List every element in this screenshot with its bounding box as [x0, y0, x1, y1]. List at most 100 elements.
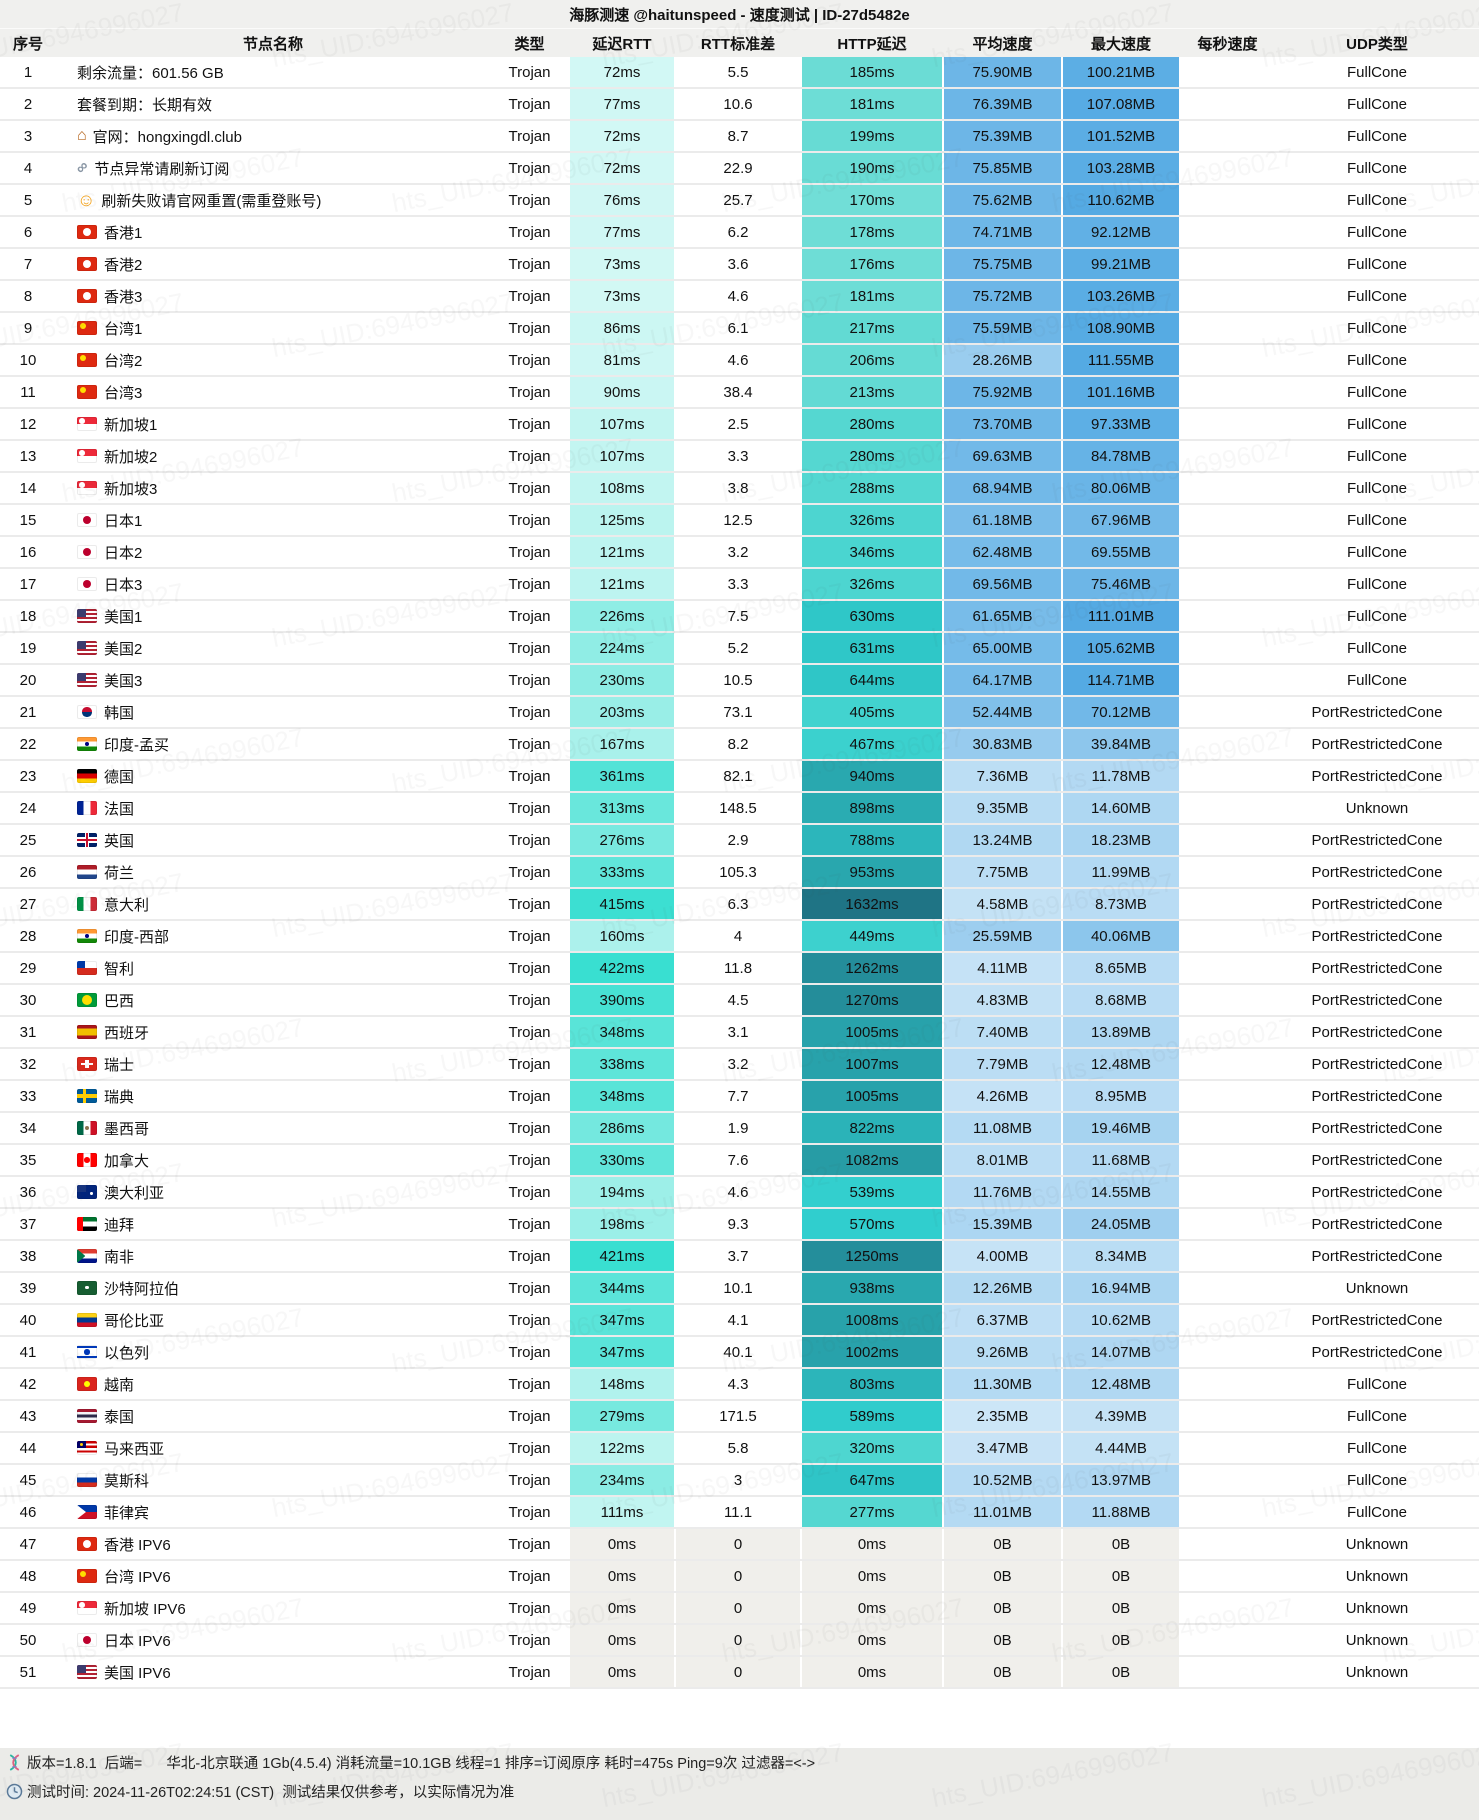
rtt-stddev-cell: 10.5: [675, 665, 801, 695]
node-name-cell: 马来西亚: [56, 1433, 490, 1463]
rtt-stddev-value: 0: [676, 1657, 800, 1687]
page-title: 海豚测速 @haitunspeed - 速度测试 | ID-27d5482e: [569, 6, 910, 24]
row-index-cell: 34: [19, 1119, 37, 1137]
table-row: 16 日本2 Trojan 121ms 3.2 346ms 62.48MB 69.55MB Fu…: [0, 537, 1479, 569]
http-latency-value: 0ms: [802, 1593, 942, 1623]
max-speed-cell: 8.65MB: [1062, 953, 1180, 983]
row-index-cell: 46: [19, 1503, 37, 1521]
http-latency-cell: 326ms: [801, 569, 943, 599]
max-speed-cell: 13.89MB: [1062, 1017, 1180, 1047]
avg-speed-cell: 75.39MB: [943, 121, 1062, 151]
latency-rtt-cell: 390ms: [569, 985, 675, 1015]
node-name-cell: 荷兰: [56, 857, 490, 887]
rtt-stddev-value: 12.5: [723, 511, 753, 529]
max-speed-cell: 97.33MB: [1062, 409, 1180, 439]
udp-type-cell: PortRestrictedCone: [1311, 1343, 1443, 1361]
table-row: 1 剩余流量：601.56 GB Trojan 72ms 5.5 185ms 75.90MB…: [0, 57, 1479, 89]
node-name-cell: 瑞士: [56, 1049, 490, 1079]
latency-rtt-value: 338ms: [570, 1049, 674, 1079]
protocol-type-cell: Trojan: [508, 831, 551, 849]
latency-rtt-cell: 121ms: [569, 569, 675, 599]
latency-rtt-value: 107ms: [570, 441, 674, 471]
latency-rtt-value: 203ms: [570, 697, 674, 727]
protocol-type-cell: Trojan: [508, 1375, 551, 1393]
http-latency-value: 277ms: [802, 1497, 942, 1527]
rtt-stddev-value: 2.9: [727, 831, 749, 849]
avg-speed-value: 7.75MB: [944, 857, 1061, 887]
rtt-stddev-value: 4.1: [727, 1311, 749, 1329]
latency-rtt-cell: 107ms: [569, 409, 675, 439]
column-header-0: 序号: [12, 35, 43, 53]
rtt-stddev-cell: 25.7: [675, 185, 801, 215]
node-name-cell: 美国3: [56, 665, 490, 695]
rtt-stddev-cell: 8.7: [675, 121, 801, 151]
avg-speed-value: 4.00MB: [944, 1241, 1061, 1271]
protocol-type-cell: Trojan: [508, 127, 551, 145]
max-speed-cell: 13.97MB: [1062, 1465, 1180, 1495]
table-row: 11 台湾3 Trojan 90ms 38.4 213ms 75.92MB 101.16MB F…: [0, 377, 1479, 409]
max-speed-cell: 11.78MB: [1062, 761, 1180, 791]
table-row: 35 加拿大 Trojan 330ms 7.6 1082ms 8.01MB 11.68MB Po…: [0, 1145, 1479, 1177]
row-index-cell: 45: [19, 1471, 37, 1489]
per-second-speed-cell: [1180, 1625, 1275, 1655]
protocol-type-cell: Trojan: [508, 959, 551, 977]
table-row: 44 马来西亚 Trojan 122ms 5.8 320ms 3.47MB 4.44MB Ful…: [0, 1433, 1479, 1465]
row-index-cell: 41: [19, 1343, 37, 1361]
http-latency-value: 280ms: [802, 441, 942, 471]
protocol-type-cell: Trojan: [508, 607, 551, 625]
node-name-label: 马来西亚: [104, 1440, 165, 1458]
avg-speed-cell: 7.79MB: [943, 1049, 1062, 1079]
node-name-cell: 莫斯科: [56, 1465, 490, 1495]
latency-rtt-cell: 0ms: [569, 1561, 675, 1591]
udp-type-cell: PortRestrictedCone: [1311, 767, 1443, 785]
row-index-cell: 36: [19, 1183, 37, 1201]
rtt-stddev-value: 10.6: [723, 95, 753, 113]
table-row: 29 智利 Trojan 422ms 11.8 1262ms 4.11MB 8.65MB Por…: [0, 953, 1479, 985]
avg-speed-cell: 73.70MB: [943, 409, 1062, 439]
http-latency-cell: 185ms: [801, 57, 943, 87]
max-speed-value: 19.46MB: [1063, 1113, 1179, 1143]
rtt-stddev-value: 3.3: [727, 575, 749, 593]
max-speed-value: 13.89MB: [1063, 1017, 1179, 1047]
table-row: 5 ☺ 刷新失败请官网重置(需重登账号) Trojan 76ms 25.7 170ms 75.…: [0, 185, 1479, 217]
http-latency-cell: 644ms: [801, 665, 943, 695]
table-row: 46 菲律宾 Trojan 111ms 11.1 277ms 11.01MB 11.88MB F…: [0, 1497, 1479, 1529]
country-flag-icon: [77, 449, 97, 463]
max-speed-cell: 0B: [1062, 1625, 1180, 1655]
rtt-stddev-cell: 10.6: [675, 89, 801, 119]
latency-rtt-cell: 198ms: [569, 1209, 675, 1239]
avg-speed-value: 52.44MB: [944, 697, 1061, 727]
http-latency-value: 0ms: [802, 1657, 942, 1687]
node-name-label: 香港1: [104, 224, 143, 242]
max-speed-cell: 19.46MB: [1062, 1113, 1180, 1143]
country-flag-icon: [77, 609, 97, 623]
node-name-cell: 澳大利亚: [56, 1177, 490, 1207]
protocol-type-cell: Trojan: [508, 1439, 551, 1457]
udp-type-cell: PortRestrictedCone: [1311, 1023, 1443, 1041]
country-flag-icon: [77, 481, 97, 495]
http-latency-cell: 170ms: [801, 185, 943, 215]
dna-icon: [9, 1754, 20, 1771]
latency-rtt-cell: 0ms: [569, 1625, 675, 1655]
latency-rtt-value: 90ms: [570, 377, 674, 407]
rtt-stddev-cell: 3.3: [675, 569, 801, 599]
http-latency-cell: 1008ms: [801, 1305, 943, 1335]
column-header-8: 每秒速度: [1197, 35, 1258, 53]
rtt-stddev-value: 7.5: [727, 607, 749, 625]
table-row: 7 香港2 Trojan 73ms 3.6 176ms 75.75MB 99.21MB Full…: [0, 249, 1479, 281]
country-flag-icon: [77, 353, 97, 367]
http-latency-cell: 1005ms: [801, 1081, 943, 1111]
max-speed-value: 100.21MB: [1063, 57, 1179, 87]
protocol-type-cell: Trojan: [508, 1311, 551, 1329]
max-speed-value: 107.08MB: [1063, 89, 1179, 119]
http-latency-cell: 181ms: [801, 281, 943, 311]
rtt-stddev-cell: 11.8: [675, 953, 801, 983]
max-speed-value: 11.99MB: [1063, 857, 1179, 887]
rtt-stddev-cell: 4.6: [675, 345, 801, 375]
http-latency-value: 346ms: [802, 537, 942, 567]
node-name-cell: 印度-孟买: [56, 729, 490, 759]
footer-meta-text: 版本=1.8.1 后端= 华北-北京联通 1Gb(4.5.4) 消耗流量=10.…: [27, 1756, 816, 1772]
avg-speed-value: 62.48MB: [944, 537, 1061, 567]
udp-type-cell: PortRestrictedCone: [1311, 1311, 1443, 1329]
latency-rtt-value: 361ms: [570, 761, 674, 791]
